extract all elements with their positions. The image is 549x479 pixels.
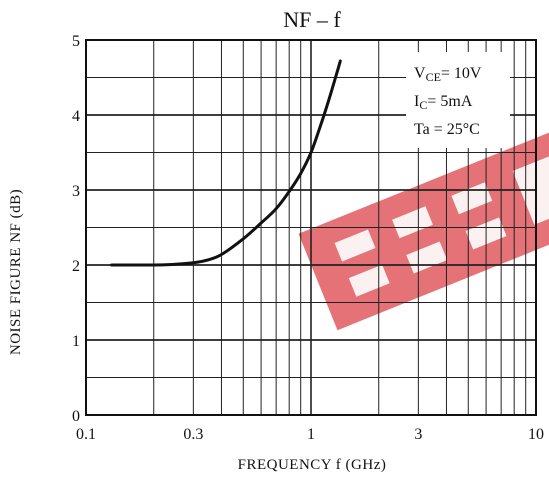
y-tick-label: 3 xyxy=(72,183,80,200)
x-tick-labels: 0.1 0.3 1 3 10 xyxy=(76,426,544,443)
y-axis-label: NOISE FIGURE NF (dB) xyxy=(8,189,24,355)
y-tick-label: 0 xyxy=(72,408,80,425)
plot-frame xyxy=(85,39,537,416)
annotation-vce: VCE= 10V xyxy=(414,65,482,84)
series-line xyxy=(110,59,342,267)
x-tick-label: 0.1 xyxy=(76,426,96,443)
y-tick-label: 5 xyxy=(72,33,80,50)
annotation-ta: Ta = 25°C xyxy=(414,121,480,138)
x-tick-label: 1 xyxy=(307,426,315,443)
annotation-box xyxy=(406,52,510,148)
x-axis-label: FREQUENCY f (GHz) xyxy=(238,457,387,473)
x-tick-label: 10 xyxy=(528,426,544,443)
x-tick-label: 3 xyxy=(414,426,422,443)
grid xyxy=(86,40,536,415)
x-tick-label: 0.3 xyxy=(183,426,203,443)
chart-title: NF – f xyxy=(283,7,341,32)
y-tick-labels: 0 1 2 3 4 5 xyxy=(72,33,80,425)
y-tick-label: 1 xyxy=(72,333,80,350)
annotation-ic: IC= 5mA xyxy=(414,93,473,112)
y-tick-label: 2 xyxy=(72,258,80,275)
y-tick-label: 4 xyxy=(72,108,80,125)
